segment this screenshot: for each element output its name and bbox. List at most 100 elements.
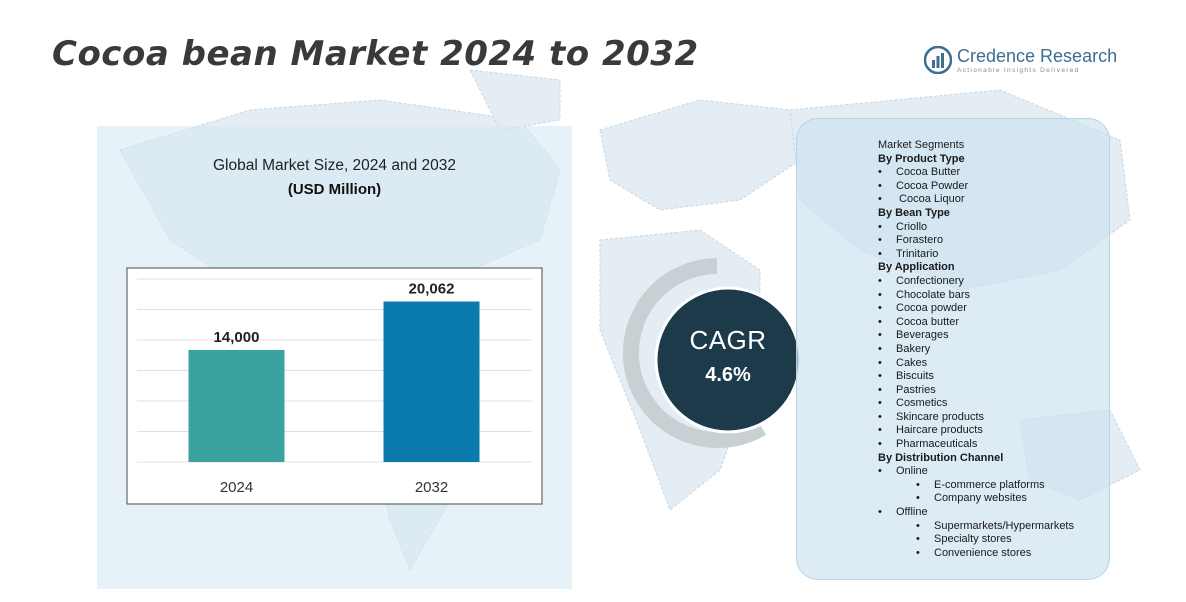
segment-label: Forastero <box>896 234 944 247</box>
segment-label: Biscuits <box>896 370 934 383</box>
segment-item: • Bakery <box>878 343 1074 357</box>
segment-item: • Skincare products <box>878 411 1074 425</box>
segment-item: • Online <box>878 465 1074 479</box>
segment-subitem: • E-commerce platforms <box>878 479 1074 493</box>
bullet-icon: • <box>878 465 882 478</box>
segment-label: Offline <box>896 506 928 519</box>
map-europe <box>599 99 801 211</box>
logo-bar-chart-icon <box>924 46 952 74</box>
segment-item: • Cakes <box>878 357 1074 371</box>
bullet-icon: • <box>916 478 920 491</box>
bullet-icon: • <box>916 533 920 546</box>
segment-subitem: • Company websites <box>878 492 1074 506</box>
bullet-icon: • <box>878 383 882 396</box>
segment-item: • Trinitario <box>878 248 1074 262</box>
bullet-icon: • <box>878 397 882 410</box>
bullet-icon: • <box>878 356 882 369</box>
segment-label: Cocoa Liquor <box>896 193 965 206</box>
segments-title: Market Segments <box>878 139 965 151</box>
bullet-icon: • <box>878 438 882 451</box>
bullet-icon: • <box>878 247 882 260</box>
segment-item: • Pastries <box>878 384 1074 398</box>
bullet-icon: • <box>916 519 920 532</box>
segment-label: Bakery <box>896 342 931 355</box>
segment-label: Haircare products <box>896 424 983 437</box>
segment-heading: By Bean Type <box>878 206 950 219</box>
cagr-label: CAGR <box>689 325 767 355</box>
segment-item: • Cocoa butter <box>878 316 1074 330</box>
bullet-icon: • <box>878 274 882 287</box>
market-segments-panel <box>796 118 1110 580</box>
bullet-icon: • <box>878 179 882 192</box>
segment-label: Criollo <box>896 220 928 233</box>
segment-label: Pharmaceuticals <box>896 438 978 451</box>
segment-subitem: • Supermarkets/Hypermarkets <box>878 520 1074 534</box>
market-segments-list: Market Segments By Product Type • Cocoa But… <box>878 139 1074 560</box>
bullet-icon: • <box>916 546 920 559</box>
segment-label: Convenience stores <box>934 546 1032 559</box>
bullet-icon: • <box>916 492 920 505</box>
bullet-icon: • <box>878 166 882 179</box>
segment-label: Cocoa Butter <box>896 166 961 179</box>
bars <box>188 301 480 462</box>
segment-item: • Beverages <box>878 329 1074 343</box>
segment-item: • Confectionery <box>878 275 1074 289</box>
bullet-icon: • <box>878 424 882 437</box>
segment-item: • Cocoa powder <box>878 302 1074 316</box>
chart-title: Global Market Size, 2024 and 2032 <box>213 157 456 174</box>
segment-label: Cocoa Powder <box>896 179 969 192</box>
cagr-value: 4.6% <box>705 364 751 386</box>
bullet-icon: • <box>878 193 882 206</box>
segment-item: • Offline <box>878 506 1074 520</box>
bar-2032 <box>383 301 480 462</box>
segment-label: Cakes <box>896 356 928 369</box>
segment-item: • Cocoa Powder <box>878 180 1074 194</box>
segment-heading: By Application <box>878 261 955 274</box>
segment-item: • Criollo <box>878 221 1074 235</box>
segment-item: • Forastero <box>878 234 1074 248</box>
segment-subitem: • Specialty stores <box>878 533 1074 547</box>
data-label-2032: 20,062 <box>409 281 455 298</box>
segment-heading: By Distribution Channel <box>878 451 1004 464</box>
segment-label: Cocoa powder <box>896 302 967 315</box>
page-title: Cocoa bean Market 2024 to 2032 <box>52 34 699 74</box>
segment-label: E-commerce platforms <box>934 478 1045 491</box>
segment-label: Specialty stores <box>934 533 1012 546</box>
segment-item: • Biscuits <box>878 370 1074 384</box>
segment-label: Confectionery <box>896 274 964 287</box>
map-greenland <box>469 69 561 131</box>
segment-item: • Pharmaceuticals <box>878 438 1074 452</box>
chart-subtitle: (USD Million) <box>287 181 382 198</box>
segment-item: • Cocoa Butter <box>878 166 1074 180</box>
credence-research-logo: Credence Research Actionable Insights De… <box>924 44 1118 80</box>
segment-item: • Cosmetics <box>878 397 1074 411</box>
segment-label: Chocolate bars <box>896 288 970 301</box>
segment-label: Cocoa butter <box>896 315 959 328</box>
segment-label: Supermarkets/Hypermarkets <box>934 519 1074 532</box>
segment-label: Pastries <box>896 383 936 396</box>
segment-label: Beverages <box>896 329 949 342</box>
segment-label: Cosmetics <box>896 397 948 410</box>
logo-tagline: Actionable Insights Delivered <box>957 67 1080 74</box>
bullet-icon: • <box>878 329 882 342</box>
bullet-icon: • <box>878 506 882 519</box>
x-tick-label-2024: 2024 <box>220 479 253 496</box>
segment-label: Company websites <box>934 492 1027 505</box>
segment-label: Skincare products <box>896 410 985 423</box>
bullet-icon: • <box>878 302 882 315</box>
logo-name: Credence Research <box>957 46 1118 66</box>
labels: 14,000 2024 20,062 2032 <box>214 281 455 496</box>
segment-item: • Chocolate bars <box>878 289 1074 303</box>
cagr-ring <box>622 258 767 448</box>
bullet-icon: • <box>878 342 882 355</box>
bar-2024 <box>188 350 285 462</box>
segment-item: • Cocoa Liquor <box>878 193 1074 207</box>
segment-label: Trinitario <box>896 247 939 260</box>
segment-label: Online <box>896 465 928 478</box>
x-tick-label-2032: 2032 <box>415 479 448 496</box>
bullet-icon: • <box>878 220 882 233</box>
data-label-2024: 14,000 <box>214 329 260 346</box>
bullet-icon: • <box>878 234 882 247</box>
bullet-icon: • <box>878 315 882 328</box>
